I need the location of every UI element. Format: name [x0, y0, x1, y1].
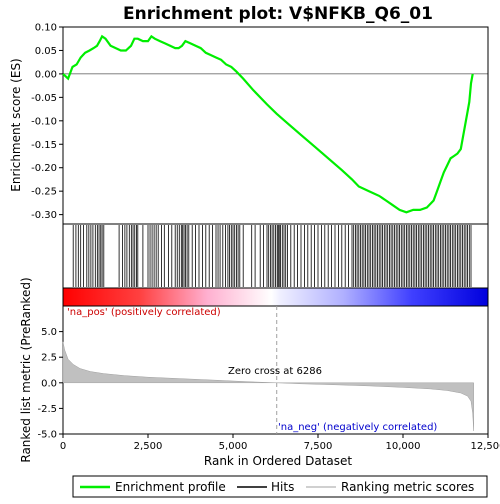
es-y-tick-label: -0.10: [31, 116, 57, 127]
es-y-tick-label: -0.05: [31, 93, 57, 104]
enrichment-profile-line: [63, 36, 473, 212]
x-tick-label: 12,500: [471, 441, 500, 452]
es-y-tick-label: 0.05: [35, 46, 57, 57]
es-panel-frame: [63, 27, 488, 224]
es-y-tick-label: 0.10: [35, 23, 57, 34]
chart-title: Enrichment plot: V$NFKB_Q6_01: [123, 4, 433, 24]
es-y-axis-label: Enrichment score (ES): [9, 58, 23, 191]
hit-markers: [73, 225, 471, 287]
rank-y-tick-label: 5.0: [41, 327, 57, 338]
x-tick-label: 7,500: [304, 441, 333, 452]
legend-label-ranking-metric: Ranking metric scores: [341, 480, 474, 494]
colorbar-gradient: [63, 288, 488, 306]
x-tick-label: 2,500: [134, 441, 163, 452]
zero-cross-label: Zero cross at 6286: [228, 366, 322, 377]
rank-y-tick-label: 2.5: [41, 353, 57, 364]
ranking-metric-area: [63, 342, 474, 431]
es-y-axis-ticks: 0.10 0.05 0.00 -0.05 -0.10 -0.15 -0.20 -0.25 -0.…: [31, 23, 63, 222]
rank-y-tick-label: 0.0: [41, 378, 57, 389]
es-panel: 0.10 0.05 0.00 -0.05 -0.10 -0.15 -0.20 -0.25 -0.…: [9, 23, 488, 225]
rank-y-tick-label: -2.5: [37, 404, 57, 415]
x-tick-label: 0: [60, 441, 66, 452]
es-y-tick-label: -0.20: [31, 163, 57, 174]
na-neg-label: 'na_neg' (negatively correlated): [278, 422, 437, 433]
x-tick-label: 5,000: [219, 441, 248, 452]
na-pos-label: 'na_pos' (positively correlated): [67, 307, 221, 318]
x-tick-label: 10,000: [386, 441, 421, 452]
rank-y-axis-ticks: 5.0 2.5 0.0 -2.5 -5.0: [37, 327, 63, 440]
legend-label-hits: Hits: [271, 480, 294, 494]
rank-y-tick-label: -5.0: [37, 430, 57, 441]
x-axis-label: Rank in Ordered Dataset: [204, 454, 352, 468]
es-y-tick-label: -0.25: [31, 187, 57, 198]
es-y-tick-label: -0.15: [31, 140, 57, 151]
es-y-tick-label: 0.00: [35, 69, 57, 80]
rank-y-axis-label: Ranked list metric (PreRanked): [19, 277, 33, 462]
rank-colorbar: [63, 288, 488, 306]
es-y-tick-label: -0.30: [31, 210, 57, 221]
x-axis: 0 2,500 5,000 7,500 10,000 12,500: [60, 434, 500, 452]
hits-panel: [63, 224, 488, 288]
legend-label-enrichment-profile: Enrichment profile: [115, 480, 226, 494]
legend: Enrichment profile Hits Ranking metric s…: [73, 476, 487, 497]
